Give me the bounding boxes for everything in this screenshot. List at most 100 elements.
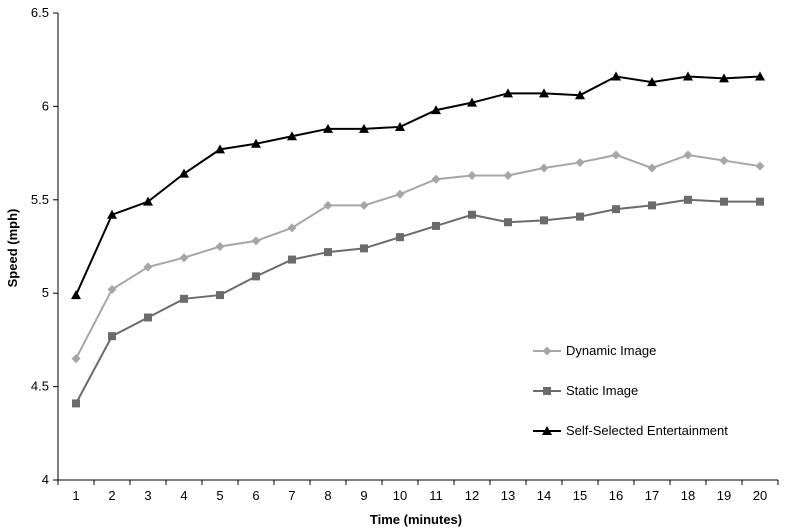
data-point (611, 71, 621, 81)
data-point (251, 236, 261, 246)
data-point (323, 200, 333, 210)
y-tick-label: 5.5 (31, 192, 49, 207)
data-point (683, 71, 693, 81)
series-layer (71, 71, 765, 408)
y-tick-label: 5 (42, 285, 49, 300)
data-point (215, 144, 225, 154)
data-point (107, 209, 117, 219)
legend: Dynamic Image Static Image Self-Selected E… (533, 343, 728, 438)
x-tick-label: 20 (753, 488, 767, 503)
data-point (180, 294, 188, 303)
data-point (144, 313, 152, 322)
data-point (467, 97, 477, 107)
x-tick-label: 4 (180, 488, 187, 503)
data-point (72, 399, 80, 408)
data-point (612, 205, 620, 214)
data-point (252, 272, 260, 281)
data-point (107, 284, 117, 294)
data-point (216, 291, 224, 300)
data-point (576, 212, 584, 221)
x-tick-label: 7 (288, 488, 295, 503)
data-point (719, 156, 729, 166)
data-point (360, 244, 368, 253)
x-tick-label: 3 (144, 488, 151, 503)
x-axis-title: Time (minutes) (370, 512, 462, 527)
series-line (75, 75, 761, 296)
legend-swatch-marker (542, 346, 552, 356)
x-tick-label: 14 (537, 488, 551, 503)
y-tick-label: 4.5 (31, 379, 49, 394)
x-tick-label: 13 (501, 488, 515, 503)
data-point (287, 223, 297, 233)
data-point (467, 171, 477, 181)
series-self-selected-entertainment (71, 71, 765, 300)
x-tick-label: 11 (429, 488, 443, 503)
data-point (432, 221, 440, 230)
data-point (108, 332, 116, 341)
data-point (647, 163, 657, 173)
series-dynamic-image (71, 150, 765, 364)
y-tick-label: 6 (42, 98, 49, 113)
y-tick-label: 4 (42, 472, 49, 487)
legend-swatch-marker (543, 387, 551, 395)
legend-item: Dynamic Image (533, 343, 656, 358)
data-point (71, 290, 81, 300)
legend-label: Dynamic Image (566, 343, 656, 358)
x-tick-label: 2 (108, 488, 115, 503)
x-tick-label: 17 (645, 488, 659, 503)
data-point (647, 77, 657, 87)
data-point (756, 197, 764, 206)
data-point (215, 242, 225, 251)
data-point (251, 138, 261, 148)
x-tick-label: 9 (360, 488, 367, 503)
data-point (503, 88, 513, 98)
x-tick-label: 18 (681, 488, 695, 503)
y-tick-label: 6.5 (31, 5, 49, 20)
data-point (468, 210, 476, 219)
x-tick-label: 12 (465, 488, 479, 503)
data-point (324, 248, 332, 257)
data-point (683, 150, 693, 160)
data-point (719, 73, 729, 83)
data-point (720, 197, 728, 206)
data-point (179, 168, 189, 178)
x-tick-label: 1 (72, 488, 79, 503)
data-point (359, 123, 369, 133)
data-point (540, 216, 548, 225)
x-tick-label: 15 (573, 488, 587, 503)
data-point (539, 88, 549, 98)
x-tick-label: 19 (717, 488, 731, 503)
data-point (396, 233, 404, 242)
legend-label: Self-Selected Entertainment (566, 423, 728, 438)
legend-label: Static Image (566, 383, 638, 398)
data-point (575, 90, 585, 100)
axes: 44.555.566.51 2 3 4 5 6 7 8 9 10 11 12 13 14 15 16 17 18 1… (31, 5, 779, 503)
x-tick-label: 16 (609, 488, 623, 503)
x-tick-label: 6 (252, 488, 259, 503)
series-line (75, 198, 760, 404)
legend-swatch-marker (542, 426, 552, 435)
data-point (395, 121, 405, 131)
data-point (431, 105, 441, 115)
series-line (75, 153, 761, 360)
x-tick-label: 10 (393, 488, 407, 503)
data-point (179, 253, 189, 263)
data-point (539, 163, 549, 173)
data-point (395, 189, 405, 199)
data-point (143, 196, 153, 206)
data-point (503, 171, 513, 181)
series-static-image (72, 195, 764, 408)
data-point (288, 255, 296, 264)
data-point (431, 174, 441, 184)
data-point (71, 354, 81, 364)
data-point (755, 71, 765, 81)
x-tick-label: 5 (216, 488, 223, 503)
data-point (648, 201, 656, 210)
y-axis-title: Speed (mph) (5, 209, 20, 288)
data-point (143, 262, 153, 272)
x-tick-label: 8 (324, 488, 331, 503)
legend-item: Self-Selected Entertainment (533, 423, 728, 438)
legend-item: Static Image (533, 383, 638, 398)
data-point (287, 131, 297, 141)
data-point (684, 195, 692, 204)
